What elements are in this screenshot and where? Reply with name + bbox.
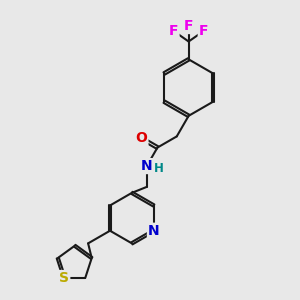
Text: H: H	[154, 162, 164, 175]
Text: N: N	[141, 159, 153, 173]
Text: N: N	[148, 224, 160, 238]
Text: O: O	[136, 131, 147, 145]
Text: F: F	[199, 24, 208, 38]
Text: F: F	[169, 24, 178, 38]
Text: F: F	[184, 19, 194, 33]
Text: S: S	[59, 271, 69, 285]
